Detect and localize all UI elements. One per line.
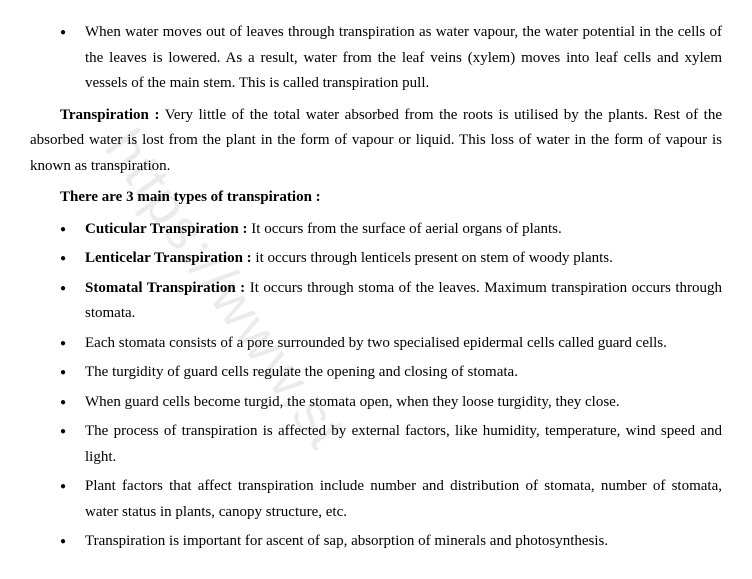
type-label: Cuticular Transpiration : xyxy=(85,221,248,237)
type-label: Stomatal Transpiration : xyxy=(85,280,245,296)
list-item: Transpiration is important for ascent of… xyxy=(30,529,722,555)
types-list: Cuticular Transpiration : It occurs from… xyxy=(30,217,722,327)
top-bullet-list: When water moves out of leaves through t… xyxy=(30,20,722,97)
type-label: Lenticelar Transpiration : xyxy=(85,250,252,266)
list-item: Cuticular Transpiration : It occurs from… xyxy=(30,217,722,243)
transpiration-paragraph: Transpiration : Very little of the total… xyxy=(30,103,722,180)
list-item: Plant factors that affect transpiration … xyxy=(30,474,722,525)
list-item: When guard cells become turgid, the stom… xyxy=(30,390,722,416)
bottom-bullet-list: Each stomata consists of a pore surround… xyxy=(30,331,722,555)
document-body: When water moves out of leaves through t… xyxy=(30,20,722,555)
term-label: Transpiration : xyxy=(60,107,159,123)
list-item: Stomatal Transpiration : It occurs throu… xyxy=(30,276,722,327)
list-item: The turgidity of guard cells regulate th… xyxy=(30,360,722,386)
list-item: When water moves out of leaves through t… xyxy=(30,20,722,97)
list-item: Each stomata consists of a pore surround… xyxy=(30,331,722,357)
types-heading: There are 3 main types of transpiration … xyxy=(30,185,722,211)
list-item: The process of transpiration is affected… xyxy=(30,419,722,470)
type-text: it occurs through lenticels present on s… xyxy=(252,250,613,266)
type-text: It occurs from the surface of aerial org… xyxy=(248,221,562,237)
list-item: Lenticelar Transpiration : it occurs thr… xyxy=(30,246,722,272)
